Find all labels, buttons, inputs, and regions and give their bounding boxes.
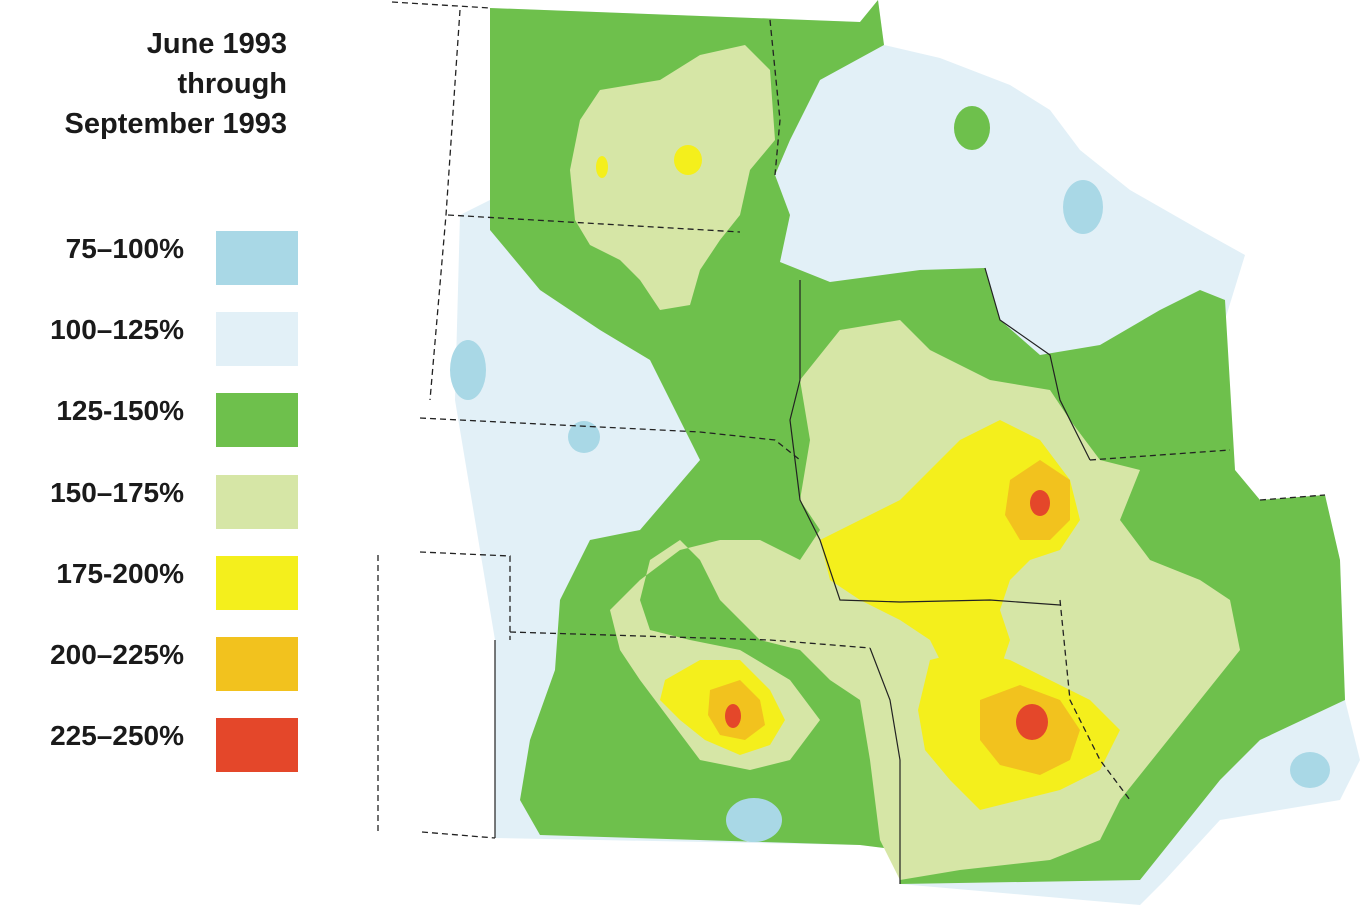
state-boundaries [377, 1, 1326, 839]
legend-swatch [216, 637, 298, 691]
legend-label: 75–100% [65, 233, 184, 264]
region-225-250-south [1016, 704, 1048, 740]
legend-item-75-100: 75–100% [0, 231, 300, 285]
legend-label: 175-200% [56, 558, 184, 589]
region-225-250-west [725, 704, 741, 728]
title-line-3: September 1993 [64, 108, 287, 140]
region-150-175-north [570, 45, 775, 310]
legend-label: 150–175% [50, 477, 184, 508]
legend-swatch [216, 312, 298, 366]
region-75-100-spot-2 [568, 421, 600, 453]
legend-item-125-150: 125-150% [0, 393, 300, 447]
legend-swatch [216, 231, 298, 285]
legend-label: 200–225% [50, 639, 184, 670]
region-125-150-spot [954, 106, 990, 150]
title-line-1: June 1993 [146, 28, 287, 60]
region-175-200-dot-1 [674, 145, 702, 175]
legend-item-225-250: 225–250% [0, 718, 300, 772]
legend-item-175-200: 175-200% [0, 556, 300, 610]
legend-item-150-175: 150–175% [0, 475, 300, 529]
legend-label: 100–125% [50, 314, 184, 345]
legend-label: 225–250% [50, 720, 184, 751]
legend-swatch [216, 718, 298, 772]
legend-swatch [216, 393, 298, 447]
region-75-100-spot-1 [450, 340, 486, 400]
region-75-100-spot-5 [1290, 752, 1330, 788]
map-title: June 1993 through September 1993 [65, 24, 287, 144]
state-boundaries-solid [494, 267, 1091, 884]
legend-swatch [216, 556, 298, 610]
legend-label: 125-150% [56, 395, 184, 426]
legend-item-100-125: 100–125% [0, 312, 300, 366]
region-75-100-spot-4 [726, 798, 782, 842]
region-75-100-spot-3 [1063, 180, 1103, 234]
region-225-250-central [1030, 490, 1050, 516]
legend-swatch [216, 475, 298, 529]
title-line-2: through [177, 68, 287, 100]
legend-item-200-225: 200–225% [0, 637, 300, 691]
region-175-200-dot-2 [596, 156, 608, 178]
